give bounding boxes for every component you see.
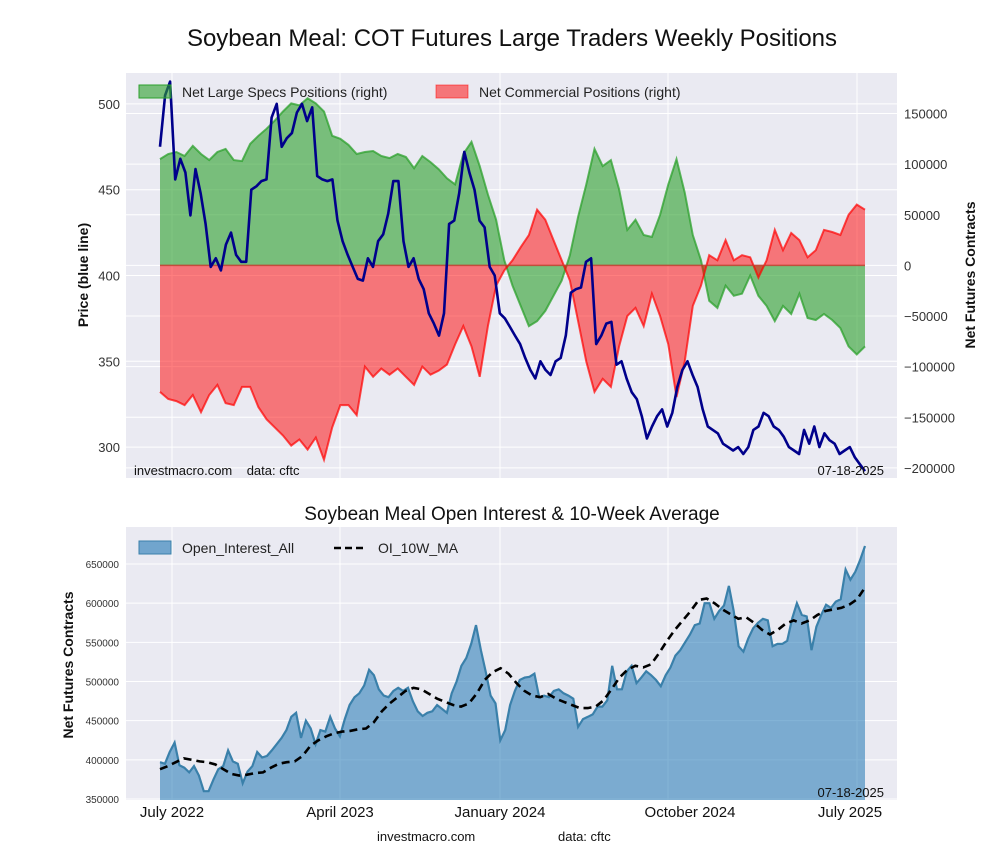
right-tick-label: 100000 xyxy=(904,157,947,172)
footer-site: investmacro.com xyxy=(377,829,475,844)
area-specs xyxy=(160,98,865,355)
line-commercial xyxy=(159,203,866,464)
bottom-x-ticks: July 2022 April 2023 January 2024 October 2… xyxy=(140,804,882,821)
bottom-y-tick-label: 400000 xyxy=(86,756,120,767)
bottom-ma-line xyxy=(159,586,867,777)
oi-line xyxy=(159,545,867,793)
top-right-ticks: 150000 100000 50000 0 −50000 −100000 −150000 −2… xyxy=(904,107,955,476)
top-left-ticks: 300 350 400 450 500 xyxy=(98,97,120,455)
bottom-y-tick-label: 600000 xyxy=(86,599,120,610)
top-source-note: investmacro.com data: cftc xyxy=(134,463,300,478)
legend-swatch-commercial xyxy=(435,84,469,99)
legend-label-commercial: Net Commercial Positions (right) xyxy=(479,84,681,100)
main-title: Soybean Meal: COT Futures Large Traders … xyxy=(187,25,837,52)
legend-label-specs: Net Large Specs Positions (right) xyxy=(182,84,387,100)
left-tick-label: 500 xyxy=(98,97,120,112)
top-legend: Net Large Specs Positions (right) Net Co… xyxy=(138,84,681,100)
legend-swatch-specs xyxy=(138,84,172,99)
bottom-area xyxy=(159,545,867,800)
ma-line xyxy=(159,586,867,777)
oi-area xyxy=(160,546,865,800)
top-date-note: 07-18-2025 xyxy=(818,463,885,478)
left-tick-label: 450 xyxy=(98,183,120,198)
right-tick-label: 150000 xyxy=(904,107,947,122)
bottom-y-tick-label: 650000 xyxy=(86,560,120,571)
oi-title: Soybean Meal Open Interest & 10-Week Ave… xyxy=(304,504,719,525)
right-tick-label: 50000 xyxy=(904,208,940,223)
bottom-x-tick-label: July 2025 xyxy=(818,804,882,821)
bottom-y-tick-label: 550000 xyxy=(86,638,120,649)
bottom-x-tick-label: April 2023 xyxy=(306,804,374,821)
bottom-y-tick-label: 450000 xyxy=(86,717,120,728)
top-price-line xyxy=(158,80,867,472)
legend-label-oi: Open_Interest_All xyxy=(182,540,294,556)
legend-label-ma: OI_10W_MA xyxy=(378,540,459,556)
right-tick-label: −50000 xyxy=(904,309,948,324)
left-tick-label: 300 xyxy=(98,440,120,455)
bottom-y-ticks: 350000 400000 450000 500000 550000 600000 6500… xyxy=(86,560,120,806)
bottom-y-tick-label: 500000 xyxy=(86,678,120,689)
bottom-x-tick-label: January 2024 xyxy=(455,804,546,821)
right-tick-label: −100000 xyxy=(904,360,955,375)
left-tick-label: 400 xyxy=(98,269,120,284)
bottom-legend: Open_Interest_All OI_10W_MA xyxy=(138,540,459,556)
right-tick-label: −150000 xyxy=(904,410,955,425)
left-tick-label: 350 xyxy=(98,354,120,369)
top-left-ylabel: Price (blue line) xyxy=(75,223,91,327)
bottom-ylabel: Net Futures Contracts xyxy=(60,591,76,738)
bottom-y-tick-label: 350000 xyxy=(86,795,120,806)
area-commercial xyxy=(160,204,865,460)
legend-swatch-oi xyxy=(138,540,172,555)
bottom-x-tick-label: July 2022 xyxy=(140,804,204,821)
bottom-date-note: 07-18-2025 xyxy=(818,785,885,800)
right-tick-label: −200000 xyxy=(904,461,955,476)
top-right-ylabel: Net Futures Contracts xyxy=(962,201,978,348)
price-line xyxy=(158,80,867,472)
bottom-x-tick-label: October 2024 xyxy=(645,804,736,821)
footer-source: data: cftc xyxy=(558,829,611,844)
right-tick-label: 0 xyxy=(904,258,911,273)
